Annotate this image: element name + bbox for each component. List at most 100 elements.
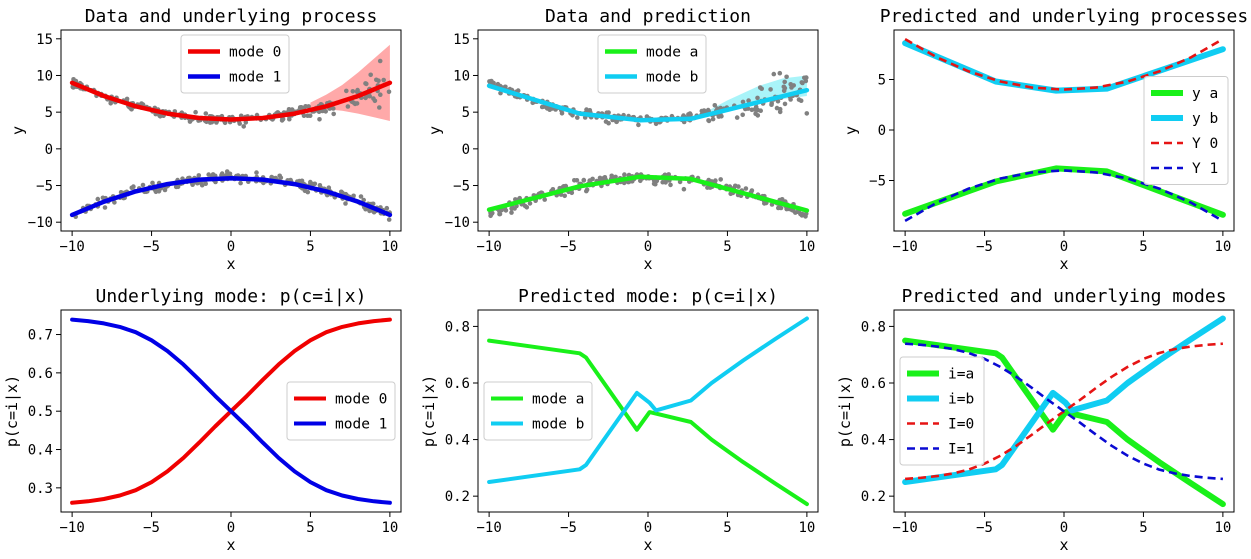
series-line-mode-1 bbox=[69, 175, 393, 218]
x-tick-label: 10 bbox=[1214, 239, 1231, 255]
y-tick-label: 0.8 bbox=[445, 319, 470, 335]
chart-p6: Predicted and underlying modes −10 −5 0 5 10 0… bbox=[836, 286, 1235, 554]
legend-label: mode 1 bbox=[229, 70, 281, 86]
legend-box bbox=[1143, 76, 1229, 185]
data-point bbox=[713, 178, 718, 183]
data-point bbox=[203, 181, 208, 186]
data-point bbox=[298, 179, 303, 184]
chart-p1: Data and underlying process −10 −5 0 5 10 −10 −… bbox=[9, 6, 402, 273]
data-point bbox=[386, 217, 392, 222]
x-tick-label: −10 bbox=[892, 520, 917, 536]
x-axis-label: x bbox=[643, 255, 652, 273]
data-point bbox=[800, 80, 805, 86]
x-tick-label: 5 bbox=[1139, 520, 1147, 536]
data-point bbox=[654, 178, 660, 184]
legend-label: I=0 bbox=[948, 417, 974, 433]
data-point bbox=[718, 177, 723, 182]
y-axis-label: p(c=i|x) bbox=[836, 375, 854, 447]
legend-label: mode 1 bbox=[335, 417, 387, 433]
x-tick-label: 0 bbox=[227, 239, 235, 255]
data-point bbox=[699, 108, 705, 114]
data-point bbox=[131, 184, 136, 189]
chart-title: Predicted mode: p(c=i|x) bbox=[518, 286, 778, 307]
series-line-mode-b bbox=[486, 83, 810, 123]
y-axis-label: y bbox=[9, 126, 27, 135]
legend-box bbox=[899, 356, 985, 466]
y-tick-label: −10 bbox=[445, 215, 470, 231]
data-point bbox=[358, 194, 364, 199]
x-tick-label: −10 bbox=[59, 239, 84, 255]
y-tick-label: 0.5 bbox=[28, 404, 53, 420]
data-point bbox=[367, 93, 373, 99]
data-point bbox=[804, 75, 809, 80]
data-point bbox=[774, 105, 780, 111]
legend: mode a mode b bbox=[483, 381, 593, 441]
data-point bbox=[376, 78, 381, 83]
y-tick-label: 0.2 bbox=[861, 489, 886, 505]
data-point bbox=[734, 115, 740, 120]
data-point bbox=[769, 102, 774, 107]
data-point bbox=[368, 72, 374, 78]
data-point bbox=[196, 173, 202, 178]
data-point bbox=[781, 88, 787, 94]
data-point bbox=[305, 189, 311, 195]
data-point bbox=[782, 79, 787, 85]
legend-label: mode a bbox=[532, 392, 584, 408]
y-tick-label: −5 bbox=[36, 179, 53, 195]
data-point bbox=[755, 95, 760, 101]
data-point bbox=[503, 208, 509, 213]
series-line-mode-1 bbox=[70, 317, 392, 505]
data-point bbox=[377, 58, 383, 64]
x-tick-label: 0 bbox=[227, 520, 235, 536]
legend-label: i=a bbox=[948, 367, 974, 383]
x-tick-label: 10 bbox=[381, 520, 398, 536]
legend-label: I=1 bbox=[948, 442, 974, 458]
data-point bbox=[719, 114, 724, 119]
data-point bbox=[653, 121, 659, 127]
y-tick-label: 0.2 bbox=[445, 489, 470, 505]
data-point bbox=[562, 193, 567, 199]
data-point bbox=[799, 213, 805, 218]
data-point bbox=[343, 201, 348, 206]
chart-title: Predicted and underlying processes bbox=[880, 6, 1248, 27]
series-line-i-b bbox=[902, 315, 1226, 485]
data-point bbox=[377, 105, 382, 110]
chart-title: Data and prediction bbox=[545, 6, 751, 27]
x-tick-label: −10 bbox=[892, 239, 917, 255]
chart-p5: Predicted mode: p(c=i|x) −10 −5 0 5 10 0.2 0.4 0… bbox=[420, 286, 819, 554]
data-point bbox=[542, 197, 547, 202]
x-tick-label: −5 bbox=[143, 239, 160, 255]
data-point bbox=[803, 214, 808, 219]
data-point bbox=[803, 78, 809, 84]
data-point bbox=[712, 103, 718, 108]
y-tick-label: −5 bbox=[869, 173, 886, 189]
x-tick-label: 0 bbox=[1060, 520, 1068, 536]
x-tick-label: 0 bbox=[644, 520, 652, 536]
data-point bbox=[350, 89, 356, 94]
legend-label: Y 1 bbox=[1192, 161, 1218, 177]
x-tick-label: 10 bbox=[381, 239, 398, 255]
data-point bbox=[278, 175, 284, 181]
data-point bbox=[112, 200, 117, 205]
data-point bbox=[241, 124, 246, 129]
data-point bbox=[384, 205, 390, 211]
data-point bbox=[575, 115, 580, 120]
data-point bbox=[210, 172, 216, 177]
data-point bbox=[254, 170, 259, 175]
data-point bbox=[782, 101, 788, 107]
data-point bbox=[364, 81, 369, 87]
data-point bbox=[584, 187, 590, 193]
data-point bbox=[326, 185, 332, 190]
x-tick-label: 5 bbox=[1139, 239, 1147, 255]
series-line-y-a bbox=[902, 165, 1226, 218]
series-line-mode-a bbox=[487, 338, 809, 507]
data-point bbox=[706, 118, 712, 124]
x-axis-label: x bbox=[226, 255, 235, 273]
data-point bbox=[728, 191, 733, 197]
data-point bbox=[378, 92, 383, 97]
data-point bbox=[345, 104, 351, 109]
y-tick-label: 0.6 bbox=[28, 366, 53, 382]
y-tick-label: 0.3 bbox=[28, 481, 53, 497]
data-point bbox=[759, 86, 764, 91]
